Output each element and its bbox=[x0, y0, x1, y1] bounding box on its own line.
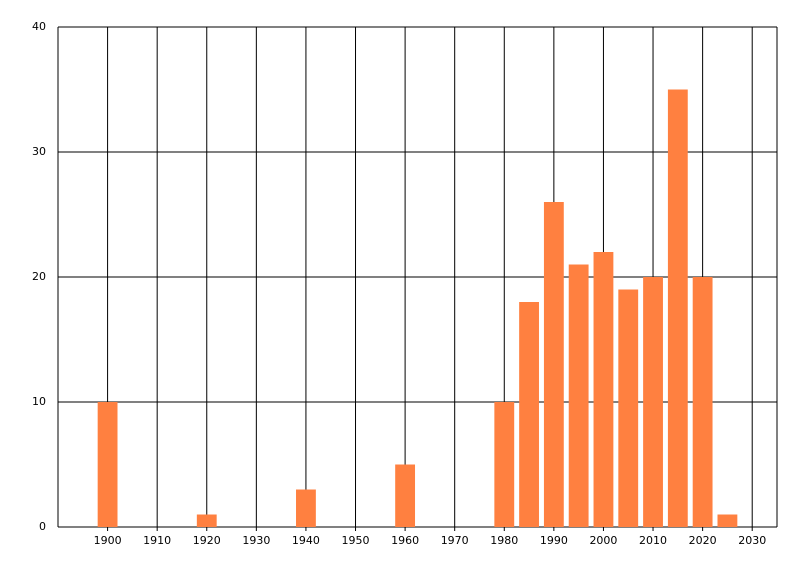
y-tick-label: 40 bbox=[32, 20, 46, 33]
bar bbox=[667, 89, 688, 527]
y-tick-label: 30 bbox=[32, 145, 46, 158]
y-tick-label: 0 bbox=[39, 520, 46, 533]
x-tick-label: 1900 bbox=[94, 534, 122, 547]
x-tick-label: 2020 bbox=[689, 534, 717, 547]
x-tick-label: 1990 bbox=[540, 534, 568, 547]
bar bbox=[717, 514, 738, 527]
bar bbox=[494, 402, 515, 527]
x-tick-label: 1940 bbox=[292, 534, 320, 547]
bar bbox=[543, 202, 564, 527]
bar bbox=[568, 264, 589, 527]
bar bbox=[196, 514, 217, 527]
x-tick-label: 1970 bbox=[441, 534, 469, 547]
x-tick-label: 2000 bbox=[589, 534, 617, 547]
x-tick-label: 1960 bbox=[391, 534, 419, 547]
y-tick-label: 20 bbox=[32, 270, 46, 283]
bar bbox=[519, 302, 539, 527]
y-tick-label: 10 bbox=[32, 395, 46, 408]
bar bbox=[97, 402, 118, 527]
bar bbox=[593, 252, 614, 527]
x-tick-label: 1980 bbox=[490, 534, 518, 547]
bar bbox=[618, 289, 639, 527]
bar bbox=[395, 464, 416, 527]
bar bbox=[692, 277, 713, 527]
x-tick-label: 1920 bbox=[193, 534, 221, 547]
x-tick-label: 1910 bbox=[143, 534, 171, 547]
bar bbox=[296, 489, 316, 527]
x-tick-label: 2030 bbox=[738, 534, 766, 547]
x-tick-label: 2010 bbox=[639, 534, 667, 547]
x-tick-label: 1950 bbox=[342, 534, 370, 547]
x-tick-label: 1930 bbox=[242, 534, 270, 547]
bar bbox=[643, 277, 663, 527]
